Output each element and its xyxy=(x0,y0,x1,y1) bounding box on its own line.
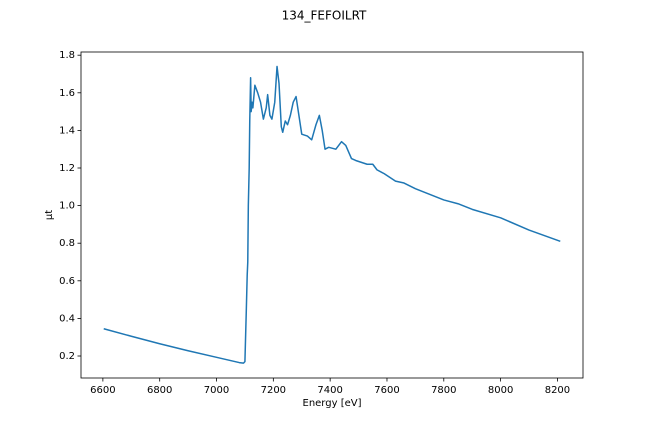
x-tick-label: 6600 xyxy=(90,385,115,396)
y-tick-label: 0.6 xyxy=(59,276,75,287)
x-axis-label: Energy [eV] xyxy=(303,398,362,409)
x-tick-label: 7000 xyxy=(204,385,229,396)
y-tick-label: 1.4 xyxy=(59,125,75,136)
x-tick-label: 7200 xyxy=(261,385,286,396)
y-tick-label: 0.2 xyxy=(59,351,75,362)
x-tick-label: 6800 xyxy=(147,385,172,396)
y-tick-label: 1.6 xyxy=(59,88,75,99)
y-tick-label: 1.0 xyxy=(59,201,75,212)
x-tick-label: 8200 xyxy=(545,385,570,396)
x-tick-label: 7400 xyxy=(317,385,342,396)
y-tick-label: 1.8 xyxy=(59,50,75,61)
data-line xyxy=(103,65,561,364)
y-tick-label: 0.4 xyxy=(59,313,75,324)
y-tick-label: 0.8 xyxy=(59,238,75,249)
y-tick-label: 1.2 xyxy=(59,163,75,174)
chart-title: 134_FEFOILRT xyxy=(282,9,367,23)
x-tick-label: 7800 xyxy=(431,385,456,396)
plot-frame xyxy=(80,51,584,379)
y-axis-label: μt xyxy=(44,210,55,220)
x-tick-label: 8000 xyxy=(488,385,513,396)
x-tick-label: 7600 xyxy=(374,385,399,396)
